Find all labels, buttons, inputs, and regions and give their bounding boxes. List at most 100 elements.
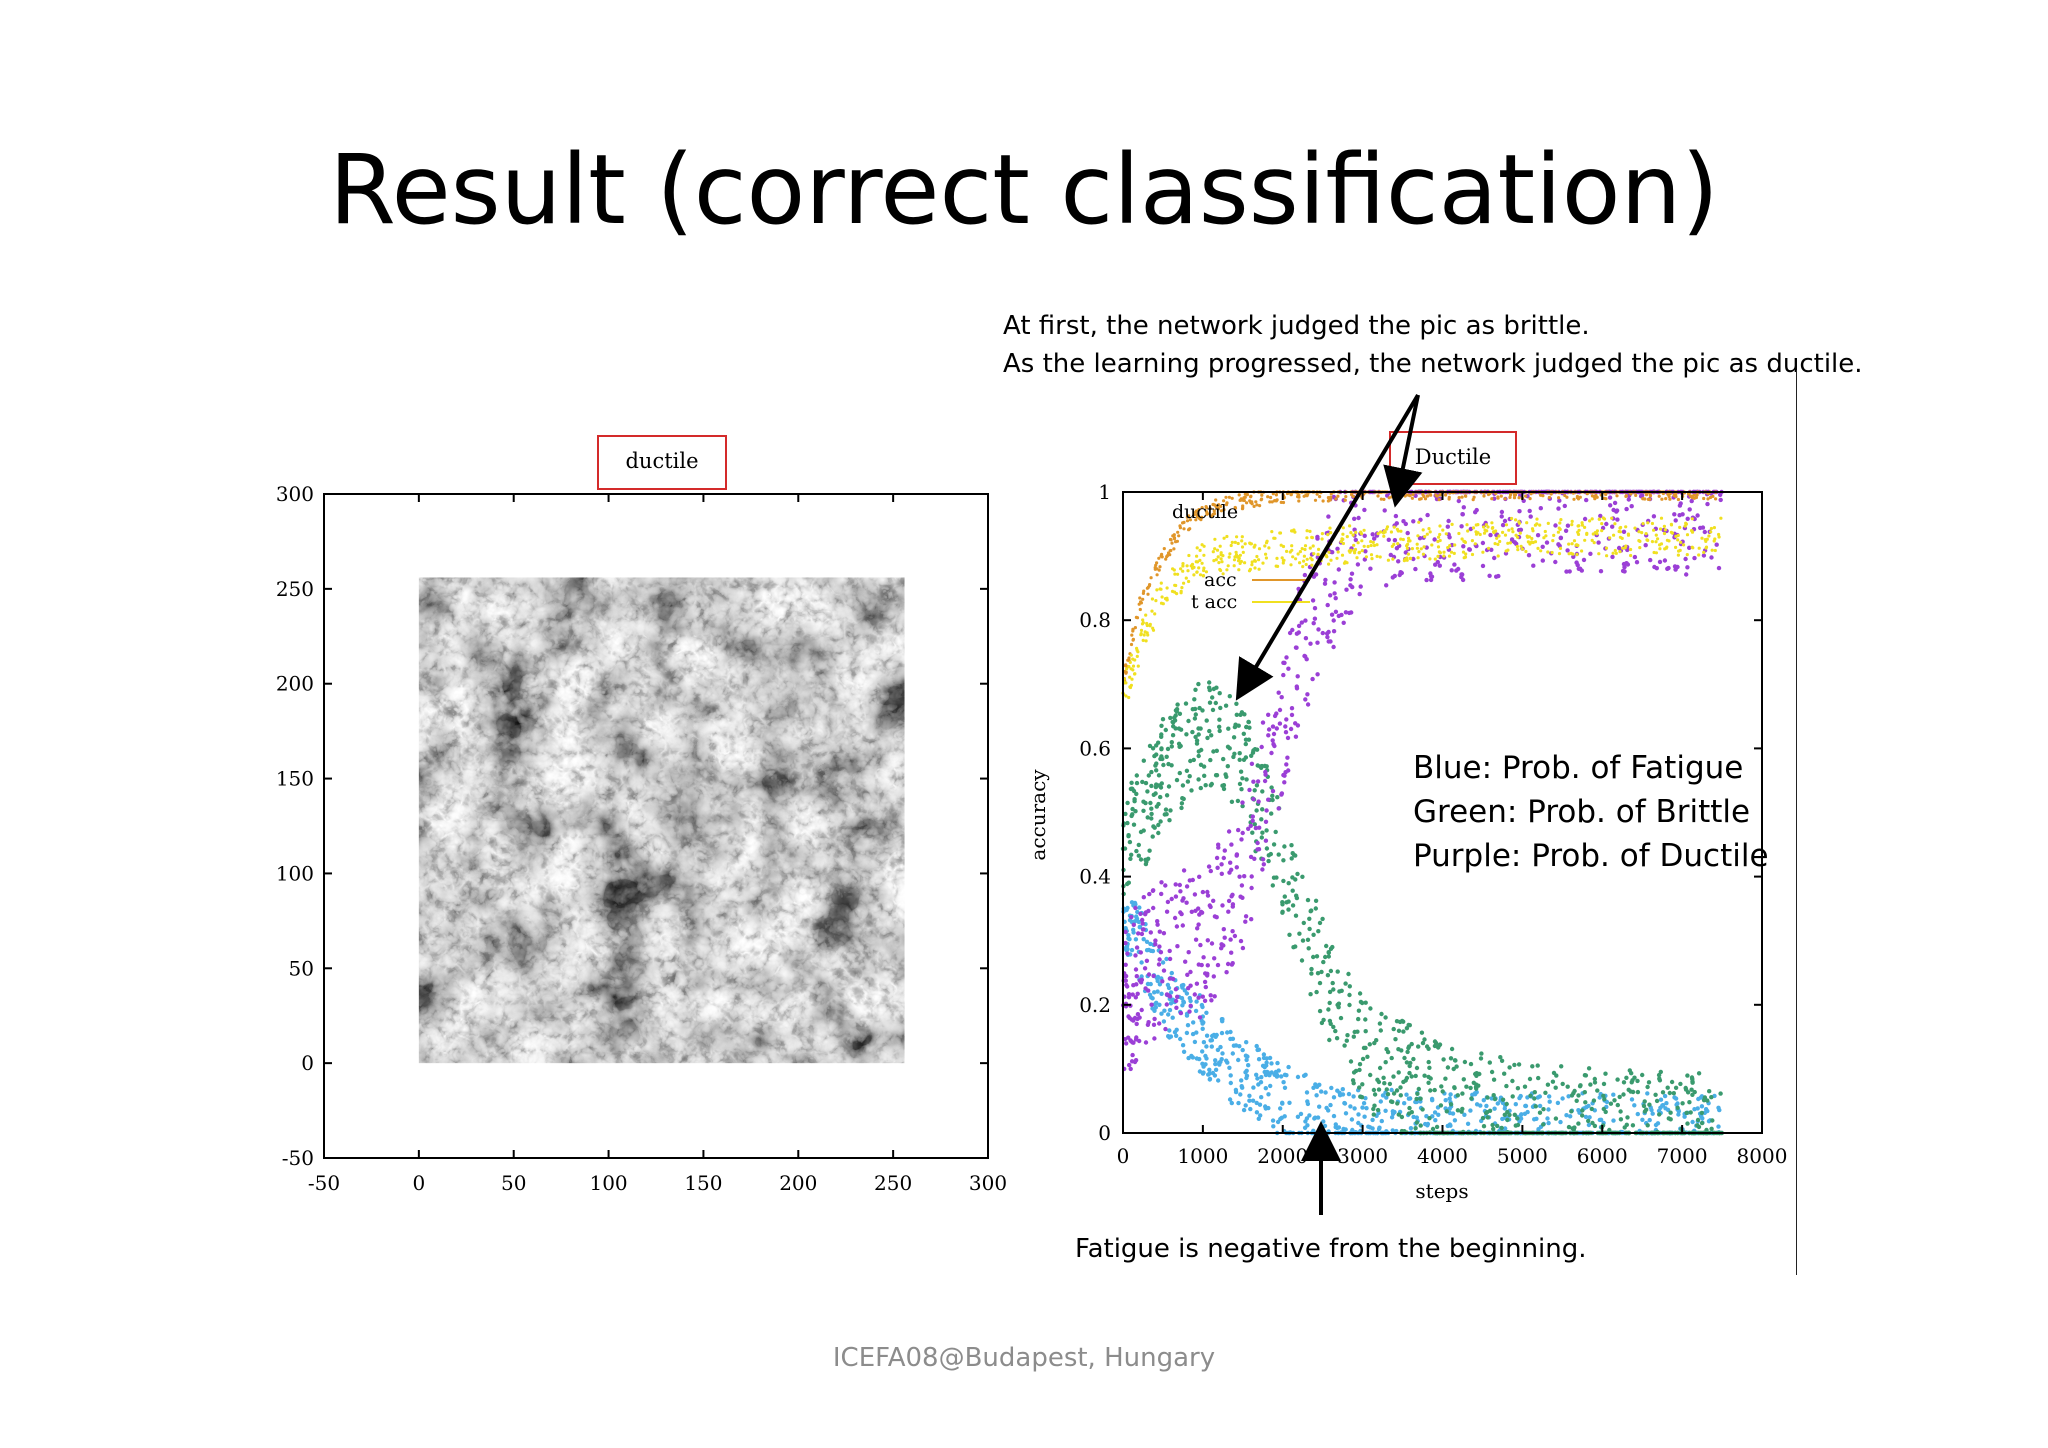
data-point — [1156, 822, 1161, 828]
data-point — [1200, 1049, 1205, 1054]
data-point — [1243, 919, 1248, 924]
data-point — [1243, 1070, 1248, 1075]
data-point — [1249, 761, 1255, 766]
data-point — [1152, 753, 1157, 759]
data-point — [1645, 1091, 1650, 1096]
data-point — [1440, 1089, 1445, 1094]
data-point — [1658, 1069, 1663, 1075]
data-point — [1286, 1064, 1291, 1070]
data-point — [1635, 1078, 1640, 1084]
data-point — [1187, 1009, 1192, 1014]
data-point — [1214, 855, 1220, 861]
data-point — [1340, 1092, 1346, 1097]
data-point — [1217, 691, 1222, 696]
data-point — [1404, 1092, 1409, 1097]
data-point — [1180, 923, 1185, 928]
data-point — [1154, 1000, 1159, 1005]
data-point — [1217, 717, 1222, 722]
data-point — [1365, 1054, 1370, 1059]
data-point — [1319, 969, 1324, 975]
data-point — [1545, 1116, 1550, 1121]
data-point — [1234, 701, 1239, 706]
left-x-tick-label: 200 — [779, 1171, 817, 1195]
data-point — [1683, 556, 1688, 562]
data-point — [1191, 1020, 1196, 1025]
data-point — [1196, 732, 1201, 737]
data-point — [1162, 812, 1167, 817]
data-point — [1407, 1070, 1412, 1076]
data-point — [1459, 524, 1464, 529]
data-point — [1328, 1021, 1333, 1026]
data-point — [1654, 1098, 1660, 1104]
data-point — [1363, 1017, 1368, 1022]
data-point — [1642, 1099, 1647, 1104]
data-point — [1387, 1081, 1393, 1087]
data-point — [1137, 905, 1142, 910]
data-point — [1180, 783, 1186, 788]
data-point — [1651, 514, 1657, 519]
data-point — [1207, 680, 1212, 685]
data-point — [1553, 1116, 1559, 1121]
data-point — [1401, 1019, 1406, 1024]
data-point — [1491, 1093, 1496, 1098]
data-point — [1198, 762, 1204, 767]
data-point — [1293, 877, 1298, 882]
data-point — [1149, 769, 1154, 775]
data-point — [1441, 1057, 1446, 1062]
data-point — [1666, 1116, 1671, 1121]
data-point — [1130, 992, 1135, 997]
data-point — [1447, 1096, 1452, 1101]
data-point — [1286, 666, 1291, 671]
data-point — [1330, 980, 1335, 986]
data-point — [1352, 516, 1357, 521]
data-point — [1155, 919, 1160, 924]
data-point — [1252, 822, 1257, 827]
data-point — [1179, 996, 1185, 1001]
data-point — [1141, 758, 1146, 763]
data-point — [1231, 1043, 1237, 1048]
data-point — [1512, 1112, 1517, 1117]
data-point — [1156, 773, 1162, 778]
data-point — [1462, 1112, 1467, 1117]
data-point — [1259, 1075, 1264, 1080]
data-point — [1258, 1113, 1263, 1118]
data-point — [1156, 962, 1162, 967]
data-point — [1569, 1093, 1575, 1098]
data-point — [1485, 1115, 1490, 1120]
data-point — [1544, 540, 1550, 545]
data-point — [1188, 998, 1193, 1004]
data-point — [1333, 609, 1339, 614]
data-point — [1262, 763, 1267, 769]
data-point — [1590, 1120, 1595, 1126]
data-point — [1281, 672, 1286, 678]
data-point — [1305, 1101, 1311, 1107]
data-point — [1357, 991, 1363, 996]
data-point — [1145, 789, 1150, 794]
data-point — [1527, 1076, 1533, 1082]
data-point — [1300, 874, 1305, 879]
data-point — [1266, 1105, 1271, 1111]
data-point — [1219, 862, 1224, 867]
data-point — [1202, 773, 1207, 778]
data-point — [1150, 1006, 1155, 1011]
data-point — [1126, 834, 1131, 839]
data-point — [1192, 892, 1198, 897]
data-point — [1215, 865, 1220, 870]
data-point — [1228, 1073, 1233, 1078]
data-point — [1313, 898, 1319, 903]
data-point — [1510, 1078, 1515, 1084]
data-point — [1326, 954, 1331, 959]
data-point — [1279, 1074, 1284, 1079]
data-point — [1275, 1119, 1281, 1125]
data-point — [1645, 1123, 1650, 1128]
data-point — [1237, 781, 1243, 787]
data-point — [1241, 731, 1246, 736]
data-point — [1255, 779, 1261, 784]
data-point — [1160, 960, 1166, 965]
data-point — [1190, 1031, 1196, 1037]
data-point — [1226, 829, 1232, 834]
data-point — [1449, 568, 1454, 573]
data-point — [1264, 1060, 1269, 1065]
data-point — [1160, 717, 1166, 722]
data-point — [1331, 1024, 1336, 1030]
